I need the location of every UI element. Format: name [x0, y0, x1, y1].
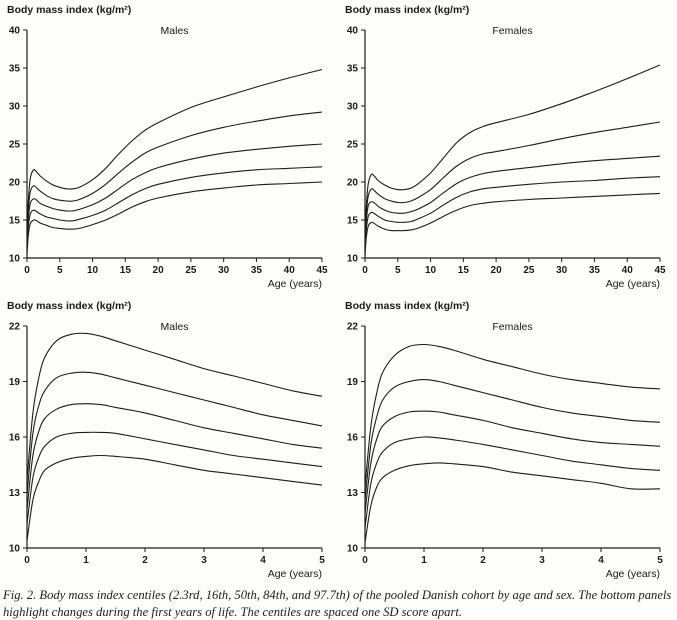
x-tick-label: 40 — [622, 265, 634, 276]
y-tick-label: 30 — [347, 102, 359, 113]
x-tick-label: 2 — [142, 555, 148, 566]
x-tick-label: 25 — [185, 265, 197, 276]
x-tick-label: 10 — [425, 265, 437, 276]
chart-panel-males-full-age: Body mass index (kg/m²) Males 10 15 20 25 30 35… — [7, 4, 328, 290]
y-tick-label: 25 — [9, 140, 21, 151]
y-axis-title: Body mass index (kg/m²) — [7, 4, 131, 16]
x-tick-label: 45 — [654, 265, 666, 276]
y-tick-label: 13 — [347, 488, 359, 499]
chart-panel-females-early-age: Body mass index (kg/m²)Females1013161922… — [345, 300, 663, 580]
y-tick-label: 19 — [347, 377, 359, 388]
y-tick-label: 16 — [9, 433, 21, 444]
x-axis-title: Age (years) — [606, 568, 660, 580]
panel-title: Males — [160, 321, 188, 333]
centile-curve-16th — [26, 431, 323, 524]
x-tick-label: 30 — [218, 265, 230, 276]
y-tick-label: 20 — [347, 178, 359, 189]
x-tick-label: 1 — [83, 555, 89, 566]
y-tick-label: 35 — [9, 64, 21, 75]
panel-title: Males — [160, 25, 188, 37]
x-axis-title: Age (years) — [268, 278, 322, 290]
figure-caption: Fig. 2. Body mass index centiles (2.3rd,… — [3, 588, 672, 619]
x-tick-label: 15 — [458, 265, 470, 276]
x-tick-label: 4 — [260, 555, 266, 566]
y-tick-label: 10 — [9, 254, 21, 265]
panel-title: Females — [492, 321, 532, 333]
x-tick-label: 25 — [523, 265, 535, 276]
x-axis-title: Age (years) — [606, 278, 660, 290]
centile-curve-16th — [364, 436, 661, 528]
panel-title: Females — [492, 25, 532, 37]
y-tick-label: 40 — [347, 26, 359, 37]
centile-curve-2.3rd — [26, 454, 323, 541]
y-tick-label: 30 — [9, 102, 21, 113]
y-tick-label: 13 — [9, 488, 21, 499]
y-tick-label: 35 — [347, 64, 359, 75]
centile-curve-97.7th — [26, 68, 323, 230]
centile-curve-50th — [26, 403, 323, 510]
y-axis-title: Body mass index (kg/m²) — [345, 4, 469, 16]
x-tick-label: 2 — [480, 555, 486, 566]
centile-curve-50th — [364, 155, 661, 244]
centile-curve-50th — [364, 410, 661, 513]
x-tick-label: 20 — [491, 265, 503, 276]
centile-curve-84th — [364, 379, 661, 500]
y-tick-label: 16 — [347, 433, 359, 444]
x-tick-label: 35 — [251, 265, 263, 276]
centile-curve-50th — [26, 143, 323, 243]
y-tick-label: 19 — [9, 377, 21, 388]
chart-panel-females-full-age: Body mass index (kg/m²) Females 10 15 20 25 30… — [345, 4, 666, 290]
x-tick-label: 5 — [657, 555, 663, 566]
x-tick-label: 5 — [395, 265, 401, 276]
x-tick-label: 0 — [24, 555, 30, 566]
y-tick-label: 10 — [347, 254, 359, 265]
x-tick-label: 4 — [598, 555, 604, 566]
x-tick-label: 20 — [153, 265, 165, 276]
x-tick-label: 3 — [201, 555, 207, 566]
centile-curve-84th — [364, 121, 661, 239]
centile-curve-16th — [364, 176, 661, 250]
y-axis-title: Body mass index (kg/m²) — [345, 300, 469, 312]
x-tick-label: 1 — [421, 555, 427, 566]
centile-curve-97.7th — [364, 343, 661, 487]
centile-curve-97.7th — [26, 332, 323, 480]
centile-curve-84th — [26, 111, 323, 237]
y-tick-label: 15 — [9, 216, 21, 227]
y-tick-label: 10 — [347, 544, 359, 555]
x-tick-label: 30 — [556, 265, 568, 276]
y-tick-label: 22 — [347, 322, 359, 333]
centile-curve-16th — [26, 166, 323, 249]
y-tick-label: 15 — [347, 216, 359, 227]
x-tick-label: 10 — [87, 265, 99, 276]
y-tick-label: 20 — [9, 178, 21, 189]
x-tick-label: 0 — [362, 265, 368, 276]
centile-curve-84th — [26, 371, 323, 495]
x-tick-label: 3 — [539, 555, 545, 566]
x-tick-label: 15 — [120, 265, 132, 276]
x-tick-label: 0 — [24, 265, 30, 276]
centile-curve-97.7th — [364, 64, 661, 233]
x-axis-title: Age (years) — [268, 568, 322, 580]
x-tick-label: 35 — [589, 265, 601, 276]
x-tick-label: 0 — [362, 555, 368, 566]
x-tick-label: 5 — [319, 555, 325, 566]
y-tick-label: 40 — [9, 26, 21, 37]
x-tick-label: 40 — [284, 265, 296, 276]
y-tick-label: 25 — [347, 140, 359, 151]
x-tick-label: 5 — [57, 265, 63, 276]
x-tick-label: 45 — [316, 265, 328, 276]
centile-curve-2.3rd — [364, 462, 661, 543]
chart-grid: Body mass index (kg/m²) Males 10 15 20 25 30 35… — [7, 4, 666, 580]
y-tick-label: 22 — [9, 322, 21, 333]
centile-curve-2.3rd — [364, 192, 661, 256]
y-axis-title: Body mass index (kg/m²) — [7, 300, 131, 312]
centile-curve-2.3rd — [26, 181, 323, 255]
y-tick-label: 10 — [9, 544, 21, 555]
